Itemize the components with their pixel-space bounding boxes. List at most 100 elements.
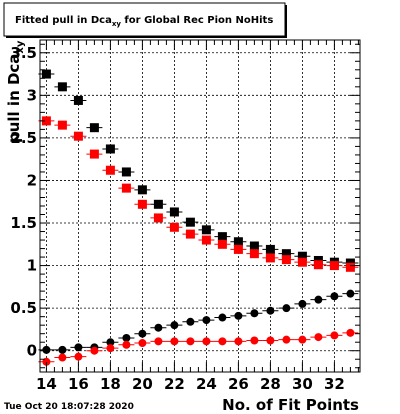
data-point [122, 333, 131, 342]
data-point [57, 120, 67, 130]
data-point [281, 249, 291, 259]
x-tick-label: 22 [164, 375, 185, 393]
data-point [73, 131, 83, 141]
x-tick-label: 24 [196, 375, 217, 393]
timestamp: Tue Oct 20 18:07:28 2020 [4, 402, 134, 412]
data-point [185, 229, 195, 239]
data-point [201, 225, 211, 235]
data-point [281, 255, 291, 265]
data-point [154, 337, 163, 346]
data-point [106, 344, 115, 353]
data-point [121, 183, 131, 193]
y-tick-label: 2.5 [10, 129, 37, 147]
data-point [185, 217, 195, 227]
data-point [154, 323, 163, 332]
data-point [74, 343, 83, 352]
y-axis-title: pull in Dcaxy [5, 40, 26, 143]
data-point [58, 345, 67, 354]
y-tick-label: 1.5 [10, 214, 37, 232]
data-point [265, 253, 275, 263]
series-4 [38, 328, 359, 366]
x-tick-label: 30 [292, 375, 313, 393]
y-tick-label: 3.5 [10, 44, 37, 62]
data-point [41, 69, 51, 79]
data-marks [38, 69, 359, 366]
series-3 [38, 289, 359, 354]
data-point [169, 207, 179, 217]
data-point [218, 313, 227, 322]
data-point [170, 337, 179, 346]
data-point [297, 251, 307, 261]
data-point [58, 353, 67, 362]
data-point [266, 336, 275, 345]
data-point [201, 235, 211, 245]
data-point [297, 257, 307, 267]
data-point [153, 213, 163, 223]
data-point [218, 337, 227, 346]
data-point [106, 338, 115, 347]
y-tick-label: 2 [27, 171, 37, 189]
y-tick-label: 1 [27, 257, 37, 275]
data-point [282, 335, 291, 344]
data-point [345, 262, 355, 272]
x-tick-label: 32 [324, 375, 345, 393]
data-point [138, 339, 147, 348]
svg-text:pull in Dcaxy: pull in Dcaxy [5, 40, 26, 143]
data-point [41, 116, 51, 126]
title-box: Fitted pull in Dcaxy for Global Rec Pion… [3, 2, 287, 38]
data-point [298, 299, 307, 308]
x-axis-title: No. of Fit Points [222, 396, 359, 414]
data-point [137, 199, 147, 209]
data-point [249, 241, 259, 251]
x-tick-label: 28 [260, 375, 281, 393]
data-point [346, 328, 355, 337]
data-point [217, 239, 227, 249]
data-point [57, 82, 67, 92]
data-point [313, 260, 323, 270]
data-point [298, 335, 307, 344]
data-point [330, 292, 339, 301]
plot-frame [39, 39, 361, 373]
data-point [234, 311, 243, 320]
data-point [137, 185, 147, 195]
data-point [73, 95, 83, 105]
x-tick-label: 16 [68, 375, 89, 393]
data-point [122, 340, 131, 349]
series-2 [38, 116, 359, 272]
data-point [186, 337, 195, 346]
data-point [265, 244, 275, 254]
data-point [249, 249, 259, 259]
data-point [250, 336, 259, 345]
x-tick-label: 26 [228, 375, 249, 393]
data-point [74, 352, 83, 361]
data-point [105, 165, 115, 175]
data-point [314, 295, 323, 304]
y-tick-label: 0.5 [10, 299, 37, 317]
data-point [282, 304, 291, 313]
y-tick-label: 0 [27, 342, 37, 360]
grid [40, 40, 360, 372]
data-point [90, 346, 99, 355]
x-tick-label: 20 [132, 375, 153, 393]
data-point [186, 317, 195, 326]
y-tick-label: 3 [27, 86, 37, 104]
data-point [234, 337, 243, 346]
data-point [346, 289, 355, 298]
data-point [202, 316, 211, 325]
data-point [233, 237, 243, 247]
data-point [217, 232, 227, 242]
x-tick-label: 14 [36, 375, 57, 393]
data-point [202, 337, 211, 346]
data-point [153, 199, 163, 209]
axis-ticks [40, 40, 360, 372]
data-point [105, 144, 115, 154]
data-point [121, 167, 131, 177]
data-point [170, 321, 179, 330]
tick-labels: 14 16 18 20 22 24 26 28 30 32 0 0.5 1 1.5 2 2.5 3 3.5 [10, 44, 344, 393]
data-point [250, 309, 259, 318]
data-point [330, 331, 339, 340]
data-point [169, 222, 179, 232]
series-1 [38, 69, 359, 268]
chart-title: Fitted pull in Dcaxy for Global Rec Pion… [15, 15, 273, 28]
